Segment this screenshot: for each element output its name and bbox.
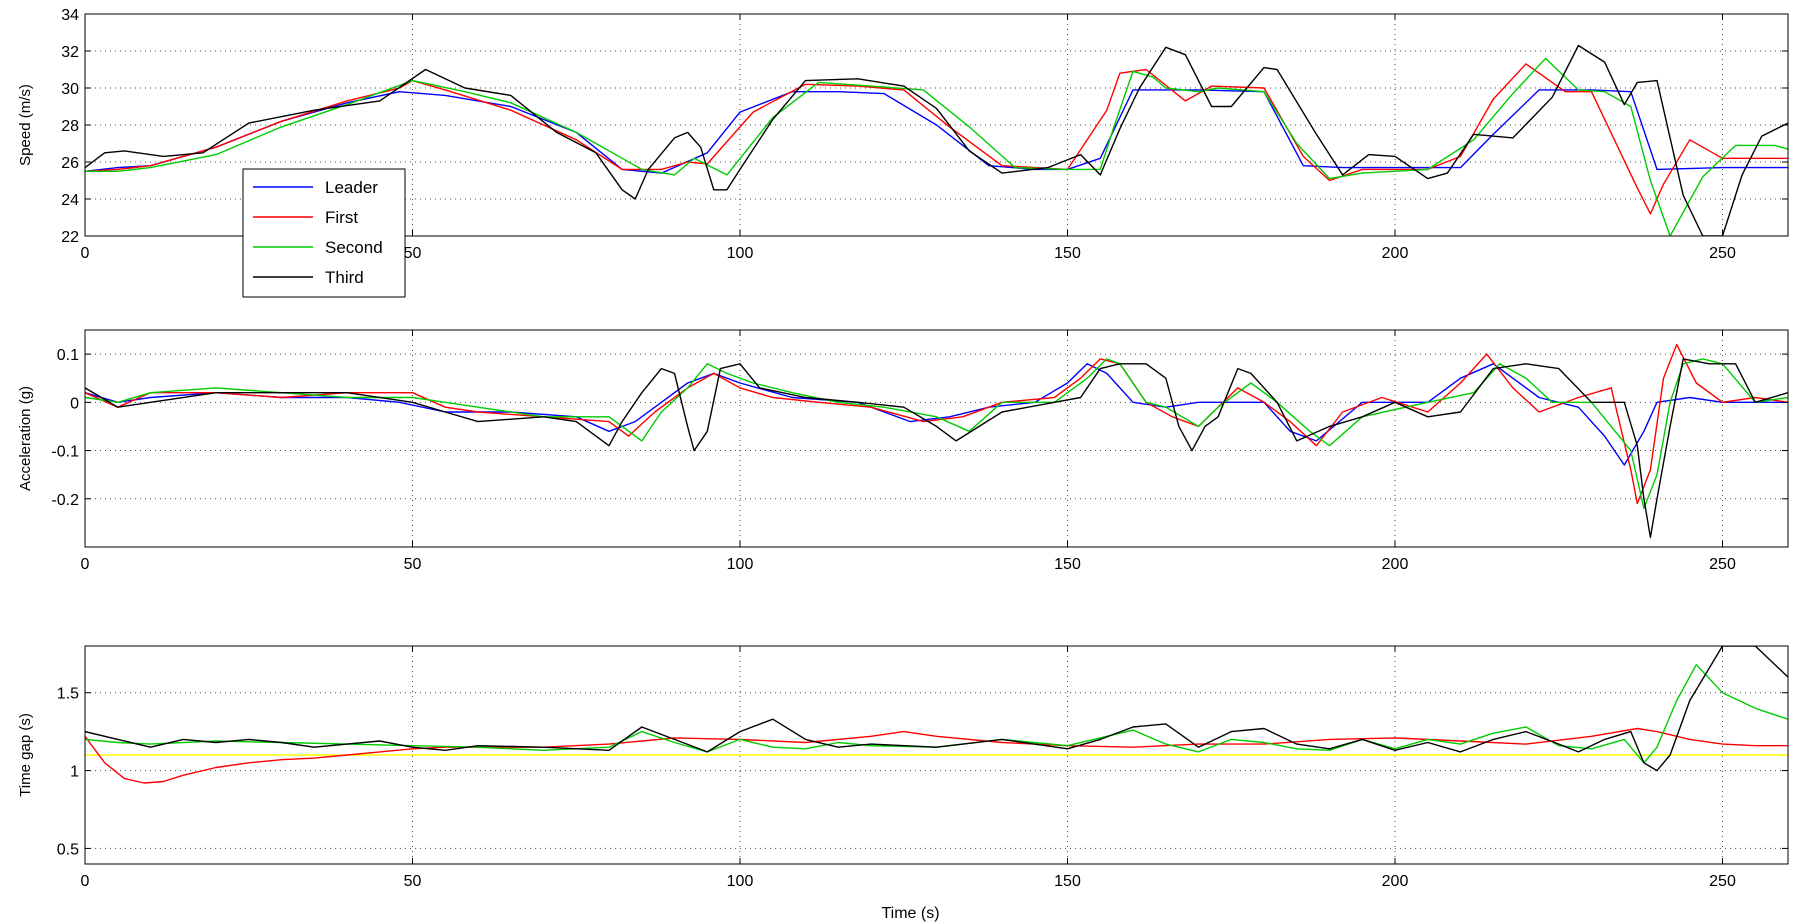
legend-label-leader: Leader xyxy=(325,178,378,197)
series-line-second xyxy=(85,358,1788,510)
x-tick-label: 0 xyxy=(81,556,90,573)
axes-box xyxy=(84,329,1789,548)
series-group xyxy=(85,343,1788,539)
x-tick-label: 200 xyxy=(1382,245,1409,262)
legend: Leader First Second Third xyxy=(242,168,406,298)
x-tick-label: 100 xyxy=(727,556,754,573)
y-tick-label: 26 xyxy=(61,155,79,172)
y-axis-label: Speed (m/s) xyxy=(17,84,34,166)
y-tick-label: 1.5 xyxy=(57,686,79,703)
y-tick-label: 28 xyxy=(61,118,79,135)
y-tick-label: 1 xyxy=(70,764,79,781)
y-tick-label: -0.2 xyxy=(51,492,79,509)
x-tick-label: 150 xyxy=(1054,873,1081,890)
y-tick-label: 34 xyxy=(61,7,79,24)
axes-box xyxy=(84,645,1789,865)
y-tick-label: 22 xyxy=(61,229,79,246)
y-tick-label: -0.1 xyxy=(51,444,79,461)
x-tick-label: 200 xyxy=(1382,556,1409,573)
y-tick-label: 0.5 xyxy=(57,841,79,858)
legend-box xyxy=(242,168,406,298)
legend-label-third: Third xyxy=(325,268,364,287)
x-tick-label: 0 xyxy=(81,873,90,890)
series-line-first xyxy=(85,727,1788,784)
y-axis-label: Time gap (s) xyxy=(17,713,34,797)
x-tick-label: 250 xyxy=(1709,556,1736,573)
legend-label-first: First xyxy=(325,208,358,227)
series-line-second xyxy=(85,57,1788,236)
series-group xyxy=(85,44,1788,236)
x-axis-label: Time (s) xyxy=(881,905,939,922)
y-tick-label: 32 xyxy=(61,44,79,61)
y-tick-label: 0.1 xyxy=(57,347,79,364)
series-line-leader xyxy=(85,363,1788,466)
series-line-third xyxy=(85,44,1788,236)
y-tick-label: 0 xyxy=(70,395,79,412)
x-tick-label: 100 xyxy=(727,245,754,262)
x-tick-label: 250 xyxy=(1709,245,1736,262)
x-tick-label: 50 xyxy=(404,873,422,890)
series-line-second xyxy=(85,664,1788,764)
plot-area xyxy=(85,330,1788,547)
x-tick-label: 50 xyxy=(404,556,422,573)
y-tick-label: 30 xyxy=(61,81,79,98)
series-line-third xyxy=(85,358,1788,539)
x-tick-label: 150 xyxy=(1054,556,1081,573)
series-line-third xyxy=(85,646,1788,772)
panel-3: 0 50 100 150 200 250 0.5 1 1.5 Time gap (s) Time (… xyxy=(17,645,1789,922)
x-tick-label: 200 xyxy=(1382,873,1409,890)
panel-2: 0 50 100 150 200 250 -0.2 -0.1 0 0.1 Acceleration … xyxy=(17,329,1789,573)
x-tick-label: 150 xyxy=(1054,245,1081,262)
legend-label-second: Second xyxy=(325,238,383,257)
y-axis-label: Acceleration (g) xyxy=(17,386,34,491)
series-group xyxy=(85,646,1788,784)
x-tick-label: 250 xyxy=(1709,873,1736,890)
y-tick-label: 24 xyxy=(61,192,79,209)
x-tick-label: 0 xyxy=(81,245,90,262)
x-tick-label: 50 xyxy=(404,245,422,262)
x-tick-label: 100 xyxy=(727,873,754,890)
